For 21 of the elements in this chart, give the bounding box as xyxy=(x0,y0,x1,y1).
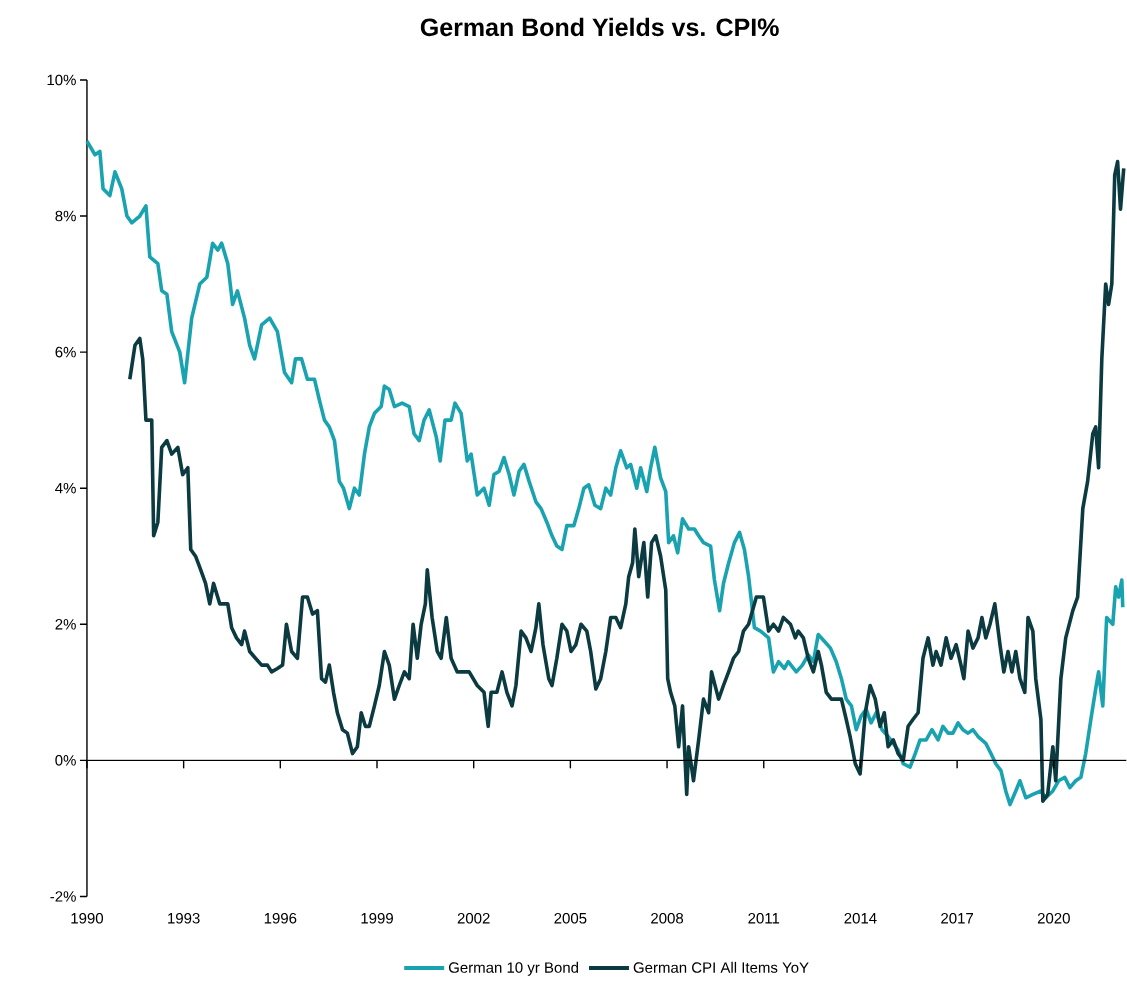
x-tick-label: 1993 xyxy=(168,912,200,924)
y-tick-label: 10% xyxy=(47,74,76,86)
x-tick-label: 2005 xyxy=(554,912,587,924)
chart-title: German Bond Yields vs. CPI% xyxy=(420,17,779,36)
y-tick-label: 6% xyxy=(55,346,76,358)
legend-label: German 10 yr Bond xyxy=(448,961,579,976)
x-tick-label: 1999 xyxy=(361,912,393,924)
x-tick-label: 2014 xyxy=(844,912,877,924)
x-tick-label: 2017 xyxy=(941,912,974,924)
y-tick-label: 4% xyxy=(55,482,76,494)
x-tick-label: 2011 xyxy=(748,912,780,924)
x-tick-label: 2020 xyxy=(1037,912,1070,924)
x-tick-label: 1996 xyxy=(264,912,297,924)
x-tick-label: 2008 xyxy=(651,912,684,924)
legend-label: German CPI All Items YoY xyxy=(633,961,809,973)
y-tick-label: 2% xyxy=(55,618,76,630)
x-tick-label: 1990 xyxy=(71,912,104,924)
y-tick-label: -2% xyxy=(50,890,76,902)
y-tick-label: 8% xyxy=(55,210,76,222)
x-tick-label: 2002 xyxy=(457,912,490,924)
y-tick-label: 0% xyxy=(55,754,76,766)
